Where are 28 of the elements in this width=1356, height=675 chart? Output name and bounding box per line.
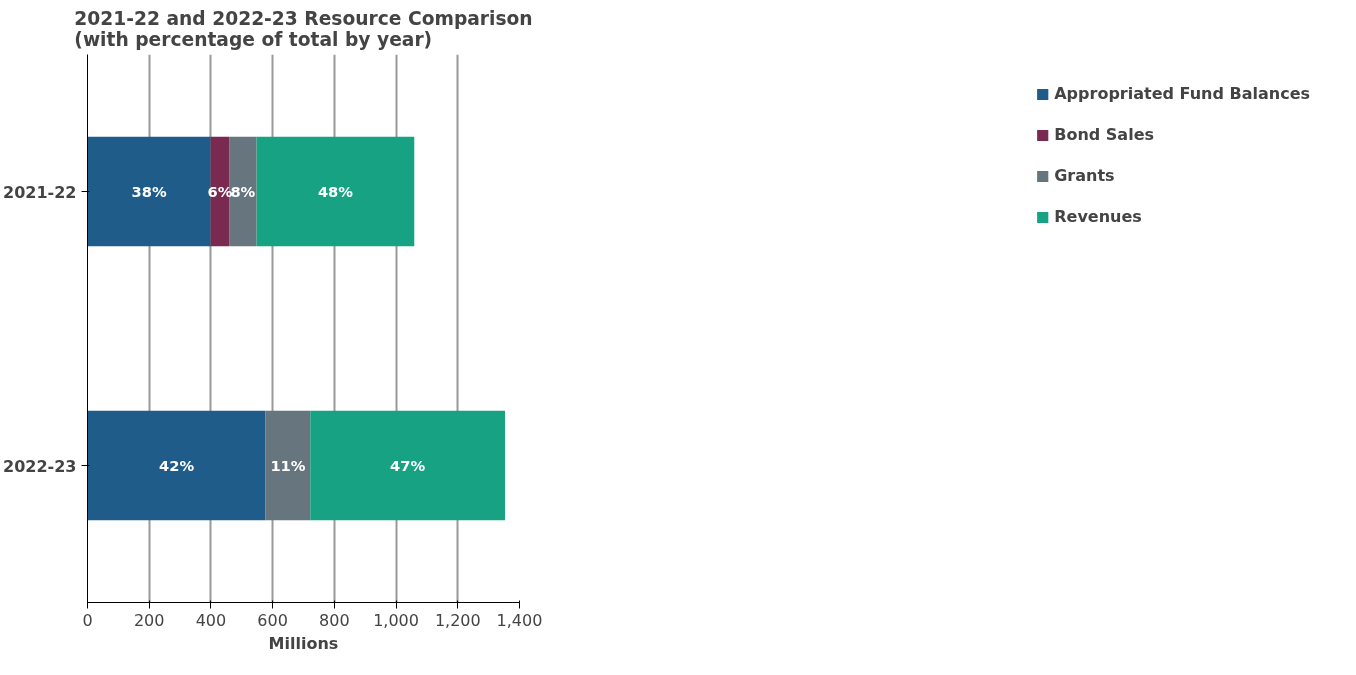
legend-label: Revenues — [1054, 207, 1142, 226]
x-tick-label: 1,000 — [373, 610, 419, 630]
y-tick-label: 2021-22 — [3, 182, 77, 202]
bar — [87, 410, 266, 521]
legend-label: Appropriated Fund Balances — [1054, 84, 1310, 103]
annotation: 42% — [158, 457, 195, 474]
annotation: 48% — [317, 183, 354, 200]
bar — [265, 410, 311, 521]
x-tick-label: 200 — [133, 610, 165, 630]
annotation: 47% — [390, 457, 426, 474]
x-tick-label: 0 — [82, 610, 93, 630]
x-axis-title: Millions — [268, 633, 339, 653]
annotation: 38% — [131, 183, 167, 200]
legend-label: Bond Sales — [1054, 125, 1154, 144]
x-tick-label: 600 — [257, 610, 288, 630]
annotation: 6% — [207, 183, 233, 200]
x-tick-label: 1,200 — [434, 610, 481, 630]
x-tick-label: 400 — [195, 610, 227, 630]
bar — [256, 136, 415, 247]
legend-label: Grants — [1054, 166, 1115, 185]
x-tick-label: 1,400 — [496, 610, 543, 630]
bar — [310, 410, 505, 521]
chart-title: 2021-22 and 2022-23 Resource Comparison (with percentage of total by year) — [74, 7, 533, 50]
bar — [210, 136, 230, 247]
y-tick-label: 2022-23 — [3, 456, 77, 476]
x-tick-label: 800 — [319, 610, 350, 630]
annotation: 8% — [230, 183, 256, 200]
annotation: 11% — [270, 457, 306, 474]
